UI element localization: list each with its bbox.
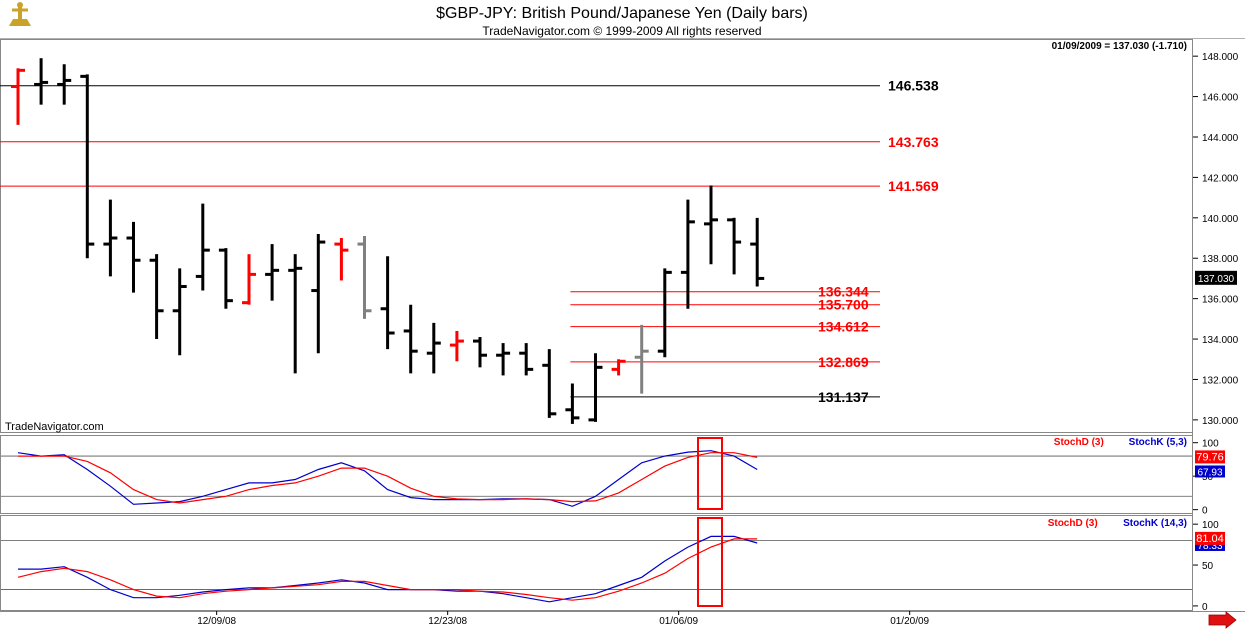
y-tick-label: 50 — [1202, 561, 1214, 572]
x-tick-label: 12/23/08 — [428, 616, 467, 627]
stoch-slow-panel — [0, 515, 1193, 611]
ohlc-bar — [519, 343, 534, 376]
ohlc-bar — [634, 324, 649, 394]
highlight-box — [697, 517, 723, 607]
ohlc-bar — [657, 268, 672, 358]
level-label: 136.344 — [818, 284, 869, 300]
ohlc-bar — [311, 233, 326, 354]
y-tick-label: 146.000 — [1202, 93, 1239, 104]
y-tick-label: 140.000 — [1202, 214, 1239, 225]
ohlc-bar — [218, 248, 233, 309]
ohlc-bar — [473, 337, 487, 368]
ohlc-bar — [380, 256, 395, 350]
price-panel — [0, 39, 1193, 433]
y-tick-label: 100 — [1202, 520, 1219, 531]
ohlc-bar — [727, 217, 742, 275]
legend-stoch-k: StochK (14,3) — [1123, 518, 1187, 529]
highlight-box — [697, 437, 723, 510]
ohlc-bar — [750, 217, 765, 287]
last-stoch-k-label: 67.93 — [1197, 467, 1222, 478]
stoch-d-line — [17, 538, 758, 601]
y-tick-label: 134.000 — [1202, 335, 1239, 346]
last-price-box — [1195, 270, 1237, 285]
ohlc-bar — [611, 359, 626, 376]
y-tick-label: 0 — [1202, 506, 1208, 517]
y-tick-label: 50 — [1202, 472, 1214, 483]
level-label: 131.137 — [818, 389, 869, 405]
ohlc-bar — [103, 199, 118, 277]
ohlc-bar — [357, 236, 372, 319]
ohlc-bar — [403, 304, 418, 374]
y-tick-label: 148.000 — [1202, 52, 1239, 63]
watermark: TradeNavigator.com — [5, 421, 104, 433]
ohlc-bar — [265, 244, 280, 301]
ohlc-bar — [542, 349, 557, 418]
y-tick-label: 136.000 — [1202, 295, 1239, 306]
x-tick-label: 01/06/09 — [659, 616, 698, 627]
level-label: 143.763 — [888, 134, 939, 150]
legend-stoch-d: StochD (3) — [1054, 437, 1104, 448]
level-label: 132.869 — [818, 354, 869, 370]
legend-stoch-k: StochK (5,3) — [1129, 437, 1187, 448]
ohlc-bar — [704, 185, 718, 265]
stoch-k-line — [17, 450, 758, 507]
y-tick-label: 100 — [1202, 439, 1219, 450]
ohlc-bar — [149, 254, 164, 340]
level-label: 141.569 — [888, 178, 939, 194]
ohlc-bar — [334, 238, 349, 281]
x-tick-label: 01/20/09 — [890, 616, 929, 627]
chart-subtitle: TradeNavigator.com © 1999-2009 All right… — [482, 24, 761, 38]
x-tick-label: 12/09/08 — [197, 616, 236, 627]
chart-title: $GBP-JPY: British Pound/Japanese Yen (Da… — [436, 5, 808, 22]
last-stoch-d-label: 79.76 — [1196, 451, 1224, 463]
last-stoch-d-box — [1195, 450, 1225, 464]
legend-stoch-d: StochD (3) — [1048, 518, 1098, 529]
y-tick-label: 130.000 — [1202, 416, 1239, 427]
ohlc-bar — [126, 221, 141, 293]
ohlc-bar — [449, 330, 464, 362]
ohlc-bar — [57, 64, 72, 105]
y-tick-label: 142.000 — [1202, 173, 1239, 184]
ohlc-bar — [588, 353, 603, 422]
stoch-k-line — [18, 535, 758, 603]
ohlc-bar — [195, 203, 210, 291]
ohlc-bar — [680, 199, 695, 309]
ohlc-bar — [565, 383, 580, 424]
logo-icon — [9, 2, 31, 26]
last-stoch-d-box — [1195, 531, 1225, 545]
ohlc-bar — [80, 74, 95, 259]
scroll-right-button[interactable] — [1208, 611, 1237, 629]
level-label: 146.538 — [888, 78, 939, 94]
stoch-d-line — [18, 452, 758, 504]
y-tick-label: 138.000 — [1202, 254, 1239, 265]
last-stoch-k-box — [1195, 465, 1225, 478]
last-stoch-k-label: 78.33 — [1197, 541, 1222, 552]
level-label: 135.700 — [818, 297, 869, 313]
y-tick-label: 144.000 — [1202, 133, 1239, 144]
ohlc-bar — [242, 254, 256, 305]
last-price-label: 137.030 — [1198, 274, 1235, 285]
ohlc-bar — [11, 68, 25, 125]
ohlc-bar — [34, 58, 49, 105]
level-label: 134.612 — [818, 319, 869, 335]
y-axis-strip — [1193, 39, 1245, 611]
y-tick-label: 132.000 — [1202, 375, 1239, 386]
ohlc-bar — [288, 254, 303, 374]
ohlc-bar — [172, 268, 187, 356]
date-price-readout: 01/09/2009 = 137.030 (-1.710) — [1052, 41, 1187, 52]
ohlc-bar — [496, 343, 511, 376]
ohlc-bar — [426, 322, 441, 374]
y-tick-label: 0 — [1202, 602, 1208, 613]
last-stoch-d-label: 81.04 — [1196, 533, 1224, 545]
